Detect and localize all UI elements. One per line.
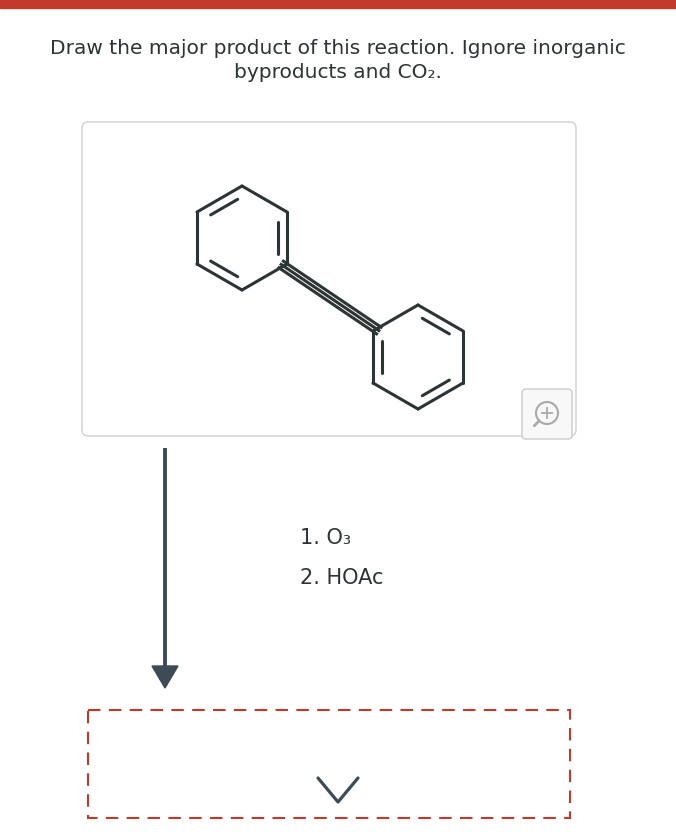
Text: 2. HOAc: 2. HOAc xyxy=(300,568,383,588)
Polygon shape xyxy=(152,666,178,688)
FancyBboxPatch shape xyxy=(522,389,572,439)
FancyBboxPatch shape xyxy=(82,122,576,436)
Text: 1. O₃: 1. O₃ xyxy=(300,528,351,548)
Bar xyxy=(0,0,676,8)
Text: Draw the major product of this reaction. Ignore inorganic: Draw the major product of this reaction.… xyxy=(50,38,626,57)
Bar xyxy=(88,710,570,818)
Text: byproducts and CO₂.: byproducts and CO₂. xyxy=(234,62,442,82)
